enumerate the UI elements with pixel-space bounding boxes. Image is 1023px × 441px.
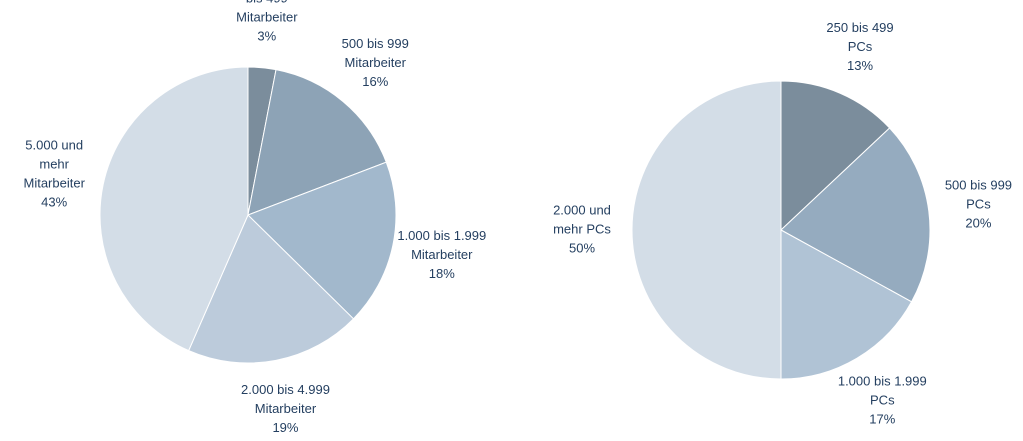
slice-label: 1.000 bis 1.999 [838,374,927,389]
slice-label: Mitarbeiter [255,401,317,416]
slice-value-label: 20% [965,215,991,230]
slice-value-label: 13% [847,58,873,73]
pie-slice [631,80,782,380]
slice-label: PCs [966,196,991,211]
slice-label: Mitarbeiter [345,55,407,70]
pie-slice [99,66,249,352]
slice-value-label: 3% [257,28,276,43]
slice-label: mehr PCs [553,221,611,236]
slice-label: 1.000 bis 1.999 [397,228,486,243]
slice-label: Mitarbeiter [411,247,473,262]
slice-label: PCs [870,393,895,408]
slice-label: PCs [848,39,873,54]
slice-label: 250 bis 499 [826,20,893,35]
slice-value-label: 16% [362,74,388,89]
pie-slice [780,229,913,380]
slice-label: 2.000 und [553,202,611,217]
pie-slice [188,214,355,364]
slice-label: 5.000 und [25,137,83,152]
slice-value-label: 50% [569,240,595,255]
slice-label: Mitarbeiter [236,9,298,24]
slice-label: bis 499 [246,0,288,5]
slice-label: 500 bis 999 [945,177,1012,192]
slice-label: 500 bis 999 [342,36,409,51]
slice-value-label: 43% [41,194,67,209]
slice-value-label: 19% [272,420,298,435]
slice-value-label: 18% [429,266,455,281]
slice-label: Mitarbeiter [23,175,85,190]
slice-value-label: 17% [869,412,895,427]
pie-slice [780,127,931,303]
slice-label: 2.000 bis 4.999 [241,382,330,397]
slice-label: mehr [39,156,69,171]
pie-slice [247,69,387,216]
pie-slice [780,80,891,232]
pie-slice [247,161,397,320]
